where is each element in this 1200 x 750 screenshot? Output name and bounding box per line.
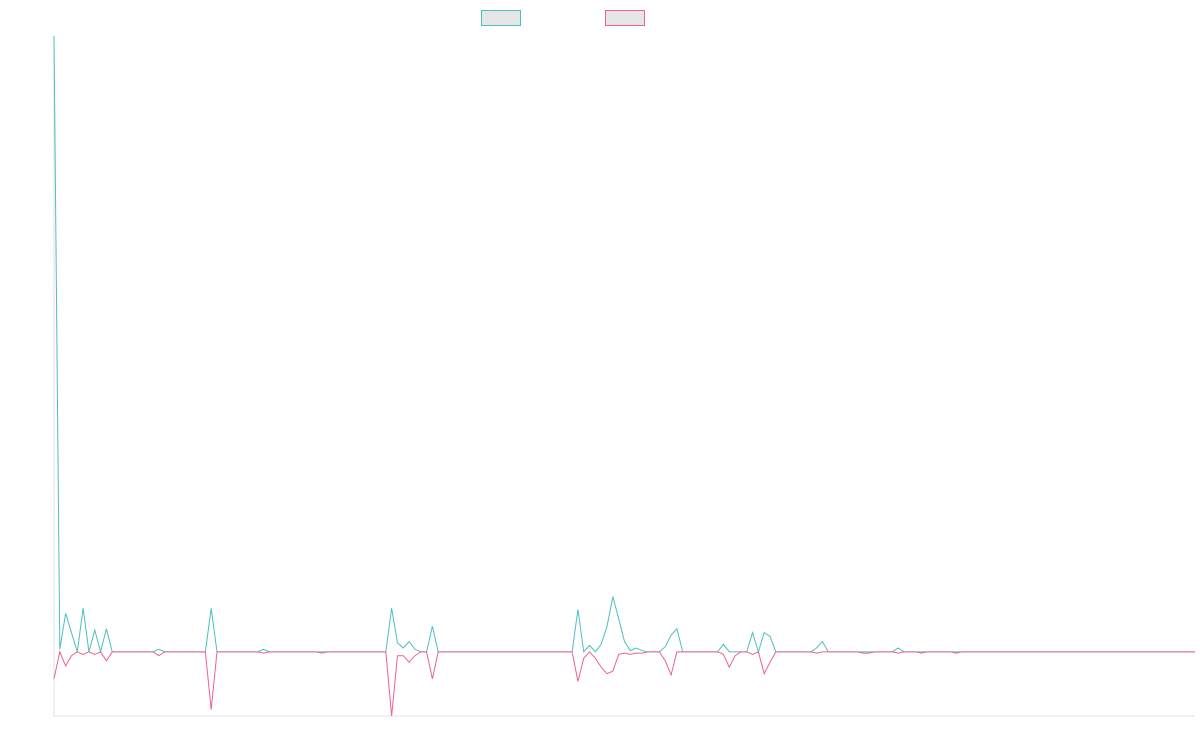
series-line-2 — [53, 650, 1195, 717]
legend-swatch-2[interactable] — [605, 10, 645, 26]
legend — [481, 10, 645, 26]
series-line-1 — [53, 35, 1195, 654]
axes — [53, 36, 1195, 717]
series-layer — [53, 35, 1195, 717]
legend-swatch-1[interactable] — [481, 10, 521, 26]
